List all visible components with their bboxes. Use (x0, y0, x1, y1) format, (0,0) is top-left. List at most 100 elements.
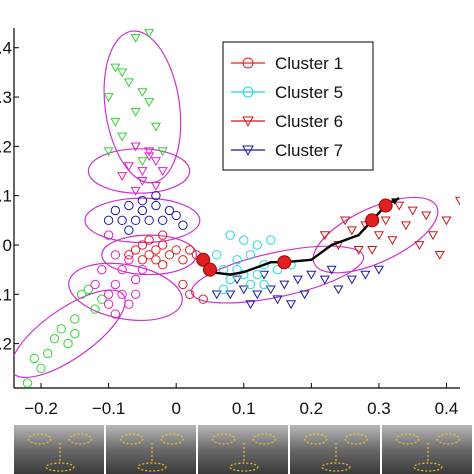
data-point-cyan (272, 264, 283, 275)
trajectory-path (202, 197, 400, 276)
data-point-red (157, 260, 168, 270)
cluster-ellipse (190, 245, 365, 304)
data-point-green (144, 29, 155, 38)
data-point-darkred (394, 201, 405, 211)
data-point-red (151, 245, 161, 255)
data-point-magenta (150, 181, 161, 191)
path-node (202, 262, 217, 277)
data-point-cyan (252, 269, 262, 280)
data-point-magenta (137, 167, 148, 177)
data-point-cyan (212, 250, 222, 260)
x-tick-label: 0.3 (367, 399, 391, 418)
data-point-red (151, 255, 161, 265)
data-point-green (29, 353, 39, 364)
data-point-blue (265, 285, 276, 295)
eye-contour (160, 433, 184, 445)
x-tick-label: −0.1 (92, 399, 126, 418)
data-point-green (70, 329, 80, 339)
eye-contour (344, 433, 368, 445)
mouth-contour (137, 462, 167, 472)
data-point-green (56, 324, 67, 334)
mouth-contour (321, 462, 351, 472)
mouth-contour (229, 462, 259, 472)
data-point-blue (346, 275, 357, 285)
x-tick-label: 0.4 (435, 399, 459, 418)
data-point-red (198, 294, 208, 304)
mouth-contour (413, 462, 443, 472)
thumbnail-background (290, 425, 380, 474)
data-point-magenta (144, 147, 155, 157)
data-point-blue (299, 290, 310, 300)
mouth-contour (45, 462, 75, 472)
eye-contour (212, 433, 236, 445)
y-tick-label: .2 (0, 335, 12, 354)
y-tick-label: 0 (3, 236, 12, 255)
data-point-magenta (150, 157, 161, 167)
cluster-ellipse (84, 197, 201, 244)
cluster-ellipse (103, 30, 182, 184)
data-point-blue (103, 215, 114, 226)
data-point-red (157, 230, 168, 240)
data-point-green (130, 107, 141, 117)
legend-label: Cluster 1 (275, 54, 343, 73)
data-point-red (137, 255, 148, 265)
data-point-red (178, 255, 188, 265)
face-thumbnail (14, 425, 104, 474)
cluster-ellipse (68, 262, 183, 321)
y-tick-label: .1 (0, 285, 12, 304)
data-point-green (36, 363, 46, 373)
data-point-cyan (245, 279, 256, 290)
data-point-green (43, 348, 53, 359)
face-thumbnail (198, 425, 288, 474)
eye-contour (120, 433, 144, 445)
data-point-red (184, 289, 195, 300)
data-point-darkred (373, 231, 384, 241)
data-point-blue (151, 190, 161, 201)
data-point-green (117, 132, 128, 142)
data-point-blue (137, 205, 148, 216)
data-point-green (103, 147, 114, 157)
cluster-ellipse (101, 234, 198, 276)
y-tick-label: .2 (0, 137, 12, 156)
data-point-darkred (387, 236, 398, 246)
data-point-green (76, 289, 87, 300)
x-tick-label: 0.1 (232, 399, 256, 418)
data-point-green (49, 333, 60, 344)
data-point-blue (306, 270, 317, 280)
data-point-magenta (117, 172, 128, 181)
data-point-cyan (266, 235, 276, 245)
data-point-cyan (218, 284, 229, 295)
data-point-darkred (400, 221, 412, 231)
data-point-darkred (454, 196, 460, 206)
data-point-blue (285, 300, 297, 310)
data-point-green (103, 93, 114, 103)
data-point-green (83, 284, 94, 295)
data-point-blue (292, 275, 303, 285)
data-point-green (63, 338, 73, 349)
y-tick-label: .4 (0, 39, 12, 58)
eye-contour (436, 433, 460, 445)
eye-contour (28, 433, 52, 445)
data-point-magenta (110, 279, 121, 290)
data-point-blue (124, 225, 134, 235)
data-point-magenta (137, 177, 148, 186)
y-tick-label: .1 (0, 187, 12, 206)
data-point-magenta (117, 264, 127, 275)
data-point-blue (225, 290, 236, 300)
path-node (378, 198, 393, 213)
data-point-cyan (239, 269, 249, 280)
data-point-red (171, 245, 181, 255)
data-point-magenta (117, 289, 127, 300)
data-point-blue (117, 215, 127, 226)
data-point-cyan (259, 279, 269, 290)
data-point-magenta (124, 255, 134, 265)
data-point-darkred (340, 216, 351, 226)
data-point-red (157, 240, 168, 250)
data-point-darkred (367, 246, 378, 255)
data-point-darkred (407, 206, 418, 216)
thumbnail-background (106, 425, 196, 474)
data-point-green (70, 314, 80, 324)
data-point-magenta (130, 289, 141, 300)
path-node (277, 255, 292, 270)
